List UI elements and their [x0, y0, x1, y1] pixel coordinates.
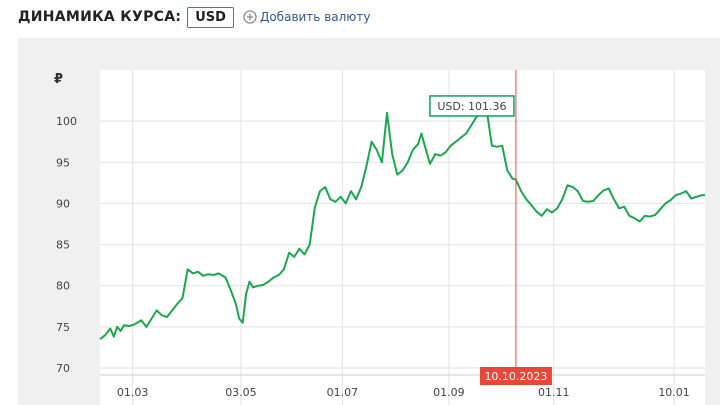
y-tick-label: 95 [56, 156, 70, 169]
value-tooltip: USD: 101.36 [429, 95, 515, 117]
x-tick-label: 01.07 [327, 386, 359, 399]
usd-rate-line [99, 109, 705, 340]
y-tick-label: 100 [56, 115, 77, 128]
y-tick-labels: 70 75 80 85 90 95 100 [56, 115, 77, 375]
x-tick-label: 10.01 [658, 386, 690, 399]
date-badge-text: 10.10.2023 [484, 370, 547, 383]
y-tick-label: 85 [56, 239, 70, 252]
x-tick-label: 01.11 [538, 386, 570, 399]
chart-section-title: ДИНАМИКА КУРСА: [18, 9, 182, 25]
chart-header: ДИНАМИКА КУРСА: USD Добавить валюту [18, 4, 370, 30]
add-currency-link[interactable]: Добавить валюту [243, 10, 371, 24]
x-tick-labels: 01.03 03.05 01.07 01.09 01.11 10.01 [117, 386, 690, 399]
x-tick-label: 01.03 [117, 386, 149, 399]
y-tick-label: 90 [56, 197, 70, 210]
currency-selector[interactable]: USD [187, 6, 234, 28]
plot-area [100, 70, 705, 405]
chart-panel: ₽ 70 75 80 85 90 95 100 01.03 03.05 01.07 01.09 01… [18, 38, 720, 405]
x-tick-label: 03.05 [225, 386, 257, 399]
tooltip-box [429, 95, 515, 117]
grid-lines [100, 70, 705, 405]
tooltip-text: USD: 101.36 [437, 100, 506, 113]
date-badge-box [479, 367, 552, 385]
plus-circle-icon [243, 10, 257, 24]
y-tick-label: 75 [56, 321, 70, 334]
y-tick-label: 70 [56, 362, 70, 375]
crosshair-date-badge: 10.10.2023 [479, 367, 552, 385]
add-currency-label: Добавить валюту [259, 10, 371, 24]
y-axis-unit-label: ₽ [54, 72, 63, 87]
y-tick-label: 80 [56, 280, 70, 293]
x-tick-label: 01.09 [433, 386, 465, 399]
